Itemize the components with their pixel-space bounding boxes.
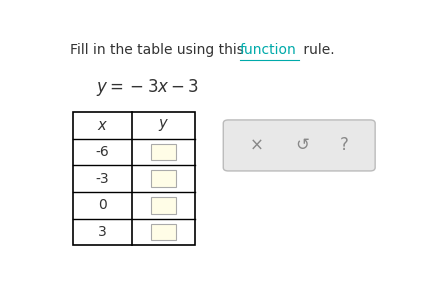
Text: 3: 3 xyxy=(98,225,107,239)
Text: function: function xyxy=(240,43,296,57)
FancyBboxPatch shape xyxy=(151,144,176,160)
Text: -6: -6 xyxy=(95,145,109,159)
Text: 0: 0 xyxy=(98,198,107,212)
Text: ↺: ↺ xyxy=(295,137,309,154)
Text: $x$: $x$ xyxy=(97,118,108,133)
Text: rule.: rule. xyxy=(299,43,335,57)
FancyBboxPatch shape xyxy=(151,170,176,187)
Text: ×: × xyxy=(250,137,264,154)
FancyBboxPatch shape xyxy=(151,224,176,240)
Text: Fill in the table using this: Fill in the table using this xyxy=(70,43,248,57)
FancyBboxPatch shape xyxy=(151,197,176,214)
Text: ?: ? xyxy=(340,137,349,154)
Text: $y = -3x-3$: $y = -3x-3$ xyxy=(96,77,199,98)
Bar xyxy=(73,112,195,245)
Text: $y$: $y$ xyxy=(158,118,169,133)
Text: -3: -3 xyxy=(95,172,109,186)
FancyBboxPatch shape xyxy=(223,120,375,171)
